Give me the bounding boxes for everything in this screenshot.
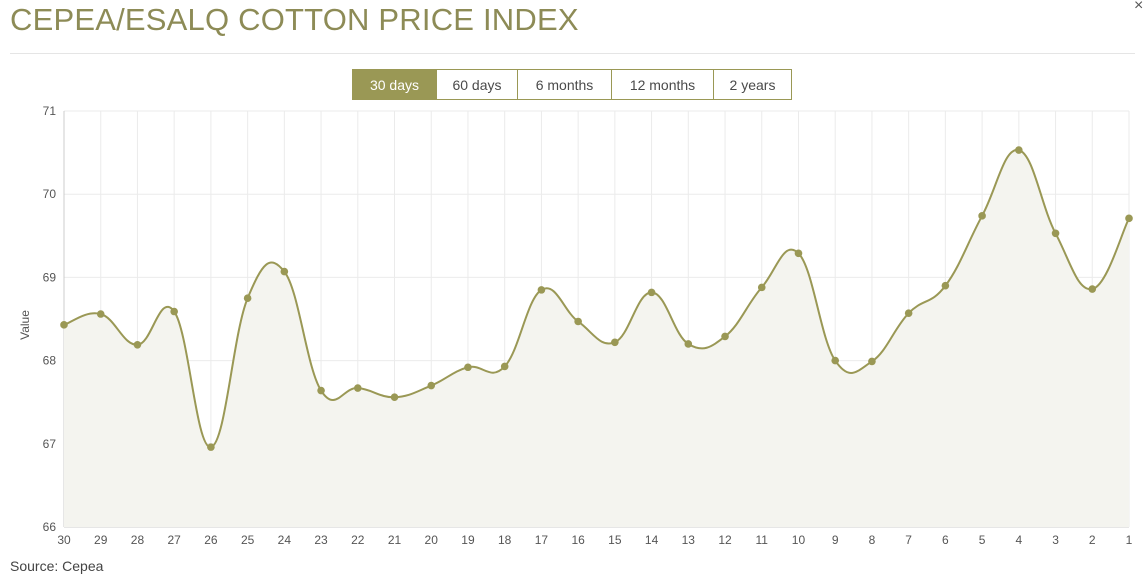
data-point [1125,214,1133,223]
data-point [390,393,399,402]
tab-12-months[interactable]: 12 months [611,70,713,99]
data-point [721,332,729,341]
x-tick-label: 14 [645,533,659,547]
data-point [170,307,178,316]
x-tick-label: 5 [979,533,986,547]
data-point [1015,146,1023,154]
x-tick-label: 23 [314,533,328,547]
x-tick-label: 29 [94,533,108,547]
x-tick-label: 7 [905,533,912,547]
x-tick-label: 12 [718,533,732,547]
data-point [243,294,252,303]
data-point [133,340,142,349]
x-tick-label: 30 [57,533,71,547]
x-tick-label: 2 [1089,533,1096,547]
data-point [537,286,546,294]
x-tick-label: 16 [571,533,585,547]
data-point [611,338,619,347]
data-point [647,288,656,297]
data-point [904,309,913,317]
x-tick-label: 8 [869,533,876,547]
data-point [427,381,436,390]
close-icon[interactable]: × [1134,0,1144,14]
tab-6-months[interactable]: 6 months [517,70,611,99]
x-tick-label: 17 [535,533,549,547]
x-tick-label: 19 [461,533,475,547]
source-note: Source: Cepea [10,558,104,574]
data-point [280,267,289,276]
data-point [1088,285,1097,293]
x-tick-label: 20 [425,533,439,547]
data-point [794,249,803,258]
data-point [317,386,325,395]
data-point [96,310,105,318]
y-tick-label: 66 [43,520,57,534]
y-tick-label: 69 [43,270,57,284]
tab-2-years[interactable]: 2 years [713,70,791,99]
range-tabs: 30 days 60 days 6 months 12 months 2 yea… [352,69,792,100]
x-tick-label: 4 [1015,533,1022,547]
data-point [500,362,509,371]
data-point [978,212,986,220]
data-point [757,283,766,292]
x-tick-label: 1 [1126,533,1133,547]
x-tick-label: 13 [682,533,696,547]
data-point [353,384,362,392]
x-tick-label: 3 [1052,533,1059,547]
data-point [831,356,840,365]
data-point [684,340,693,348]
x-tick-label: 27 [167,533,181,547]
data-point [1051,229,1060,238]
tab-30-days[interactable]: 30 days [353,70,436,99]
x-tick-label: 9 [832,533,839,547]
x-tick-label: 28 [131,533,145,547]
data-point [60,321,68,329]
data-point [574,317,582,326]
x-tick-label: 18 [498,533,512,547]
x-tick-label: 21 [388,533,402,547]
y-tick-label: 68 [43,354,57,368]
data-point [868,357,876,366]
x-tick-label: 15 [608,533,622,547]
tab-60-days[interactable]: 60 days [436,70,517,99]
x-tick-label: 25 [241,533,255,547]
y-axis-label: Value [18,310,32,340]
y-tick-label: 67 [43,437,57,451]
data-point [207,443,215,451]
x-tick-label: 26 [204,533,218,547]
x-tick-label: 6 [942,533,949,547]
y-tick-label: 71 [43,104,57,118]
page-title: CEPEA/ESALQ COTTON PRICE INDEX [10,2,579,37]
y-tick-label: 70 [43,187,57,201]
data-point [941,281,950,290]
header-divider [10,53,1135,54]
x-tick-label: 22 [351,533,365,547]
x-tick-label: 11 [756,533,769,547]
x-tick-label: 24 [278,533,292,547]
x-tick-label: 10 [792,533,806,547]
data-point [464,363,472,372]
